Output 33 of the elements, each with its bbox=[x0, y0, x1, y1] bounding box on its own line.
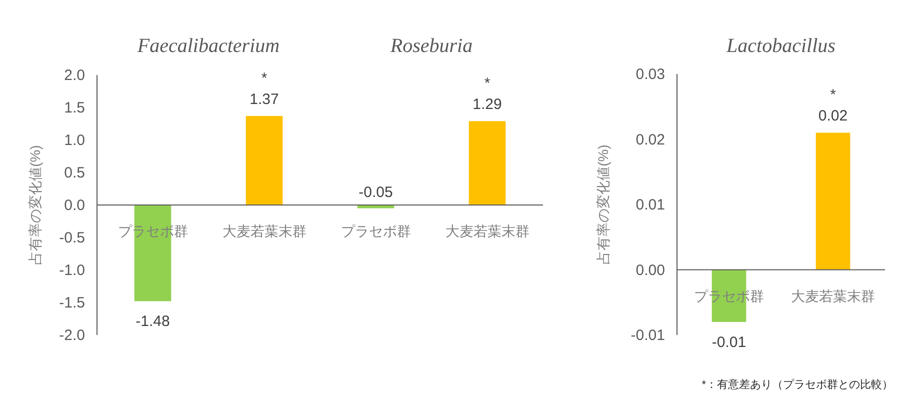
y-tick-label: -0.01 bbox=[630, 327, 665, 344]
chart-title: Lactobacillus bbox=[726, 35, 836, 57]
y-tick-label: -0.5 bbox=[59, 230, 85, 246]
x-tick-label: 大麦若葉末群 bbox=[791, 288, 875, 304]
text: *：有意差あり（プラセボ群との比較） bbox=[702, 378, 893, 391]
y-tick-label: 2.0 bbox=[64, 67, 85, 84]
y-tick-label: 0.01 bbox=[636, 196, 665, 214]
data-label: 1.37 bbox=[250, 90, 279, 108]
y-tick-label: 1.5 bbox=[64, 100, 85, 116]
annotation: * bbox=[261, 70, 268, 87]
y-tick-label: -1.5 bbox=[59, 294, 85, 312]
y-tick-label: 0.0 bbox=[64, 197, 85, 214]
y-axis-title: 占有率の変化値(%) bbox=[27, 145, 43, 265]
data-label: 0.02 bbox=[818, 108, 848, 125]
y-tick-label: 0.02 bbox=[636, 131, 665, 148]
y-tick-label: 0.5 bbox=[64, 164, 85, 182]
y-tick-label: 1.0 bbox=[64, 132, 85, 149]
data-label: 1.29 bbox=[472, 96, 502, 114]
y-tick-label: 0.00 bbox=[636, 262, 665, 279]
data-label: -1.48 bbox=[136, 313, 170, 330]
y-tick-label: 0.03 bbox=[636, 66, 665, 83]
data-label: -0.05 bbox=[358, 184, 393, 201]
annotation: * bbox=[484, 75, 490, 92]
y-tick-label: -2.0 bbox=[59, 327, 85, 344]
x-tick-label: プラセボ群 bbox=[340, 223, 411, 239]
x-tick-label: 大麦若葉末群 bbox=[222, 223, 306, 239]
y-axis-title: 占有率の変化値(%) bbox=[595, 144, 611, 264]
annotation: * bbox=[830, 86, 836, 104]
y-tick-label: -1.0 bbox=[59, 262, 85, 279]
data-label: -0.01 bbox=[712, 334, 746, 351]
chart-title: Faecalibacterium bbox=[136, 35, 280, 57]
x-tick-label: 大麦若葉末群 bbox=[445, 223, 530, 239]
chart-title: Roseburia bbox=[389, 35, 473, 57]
